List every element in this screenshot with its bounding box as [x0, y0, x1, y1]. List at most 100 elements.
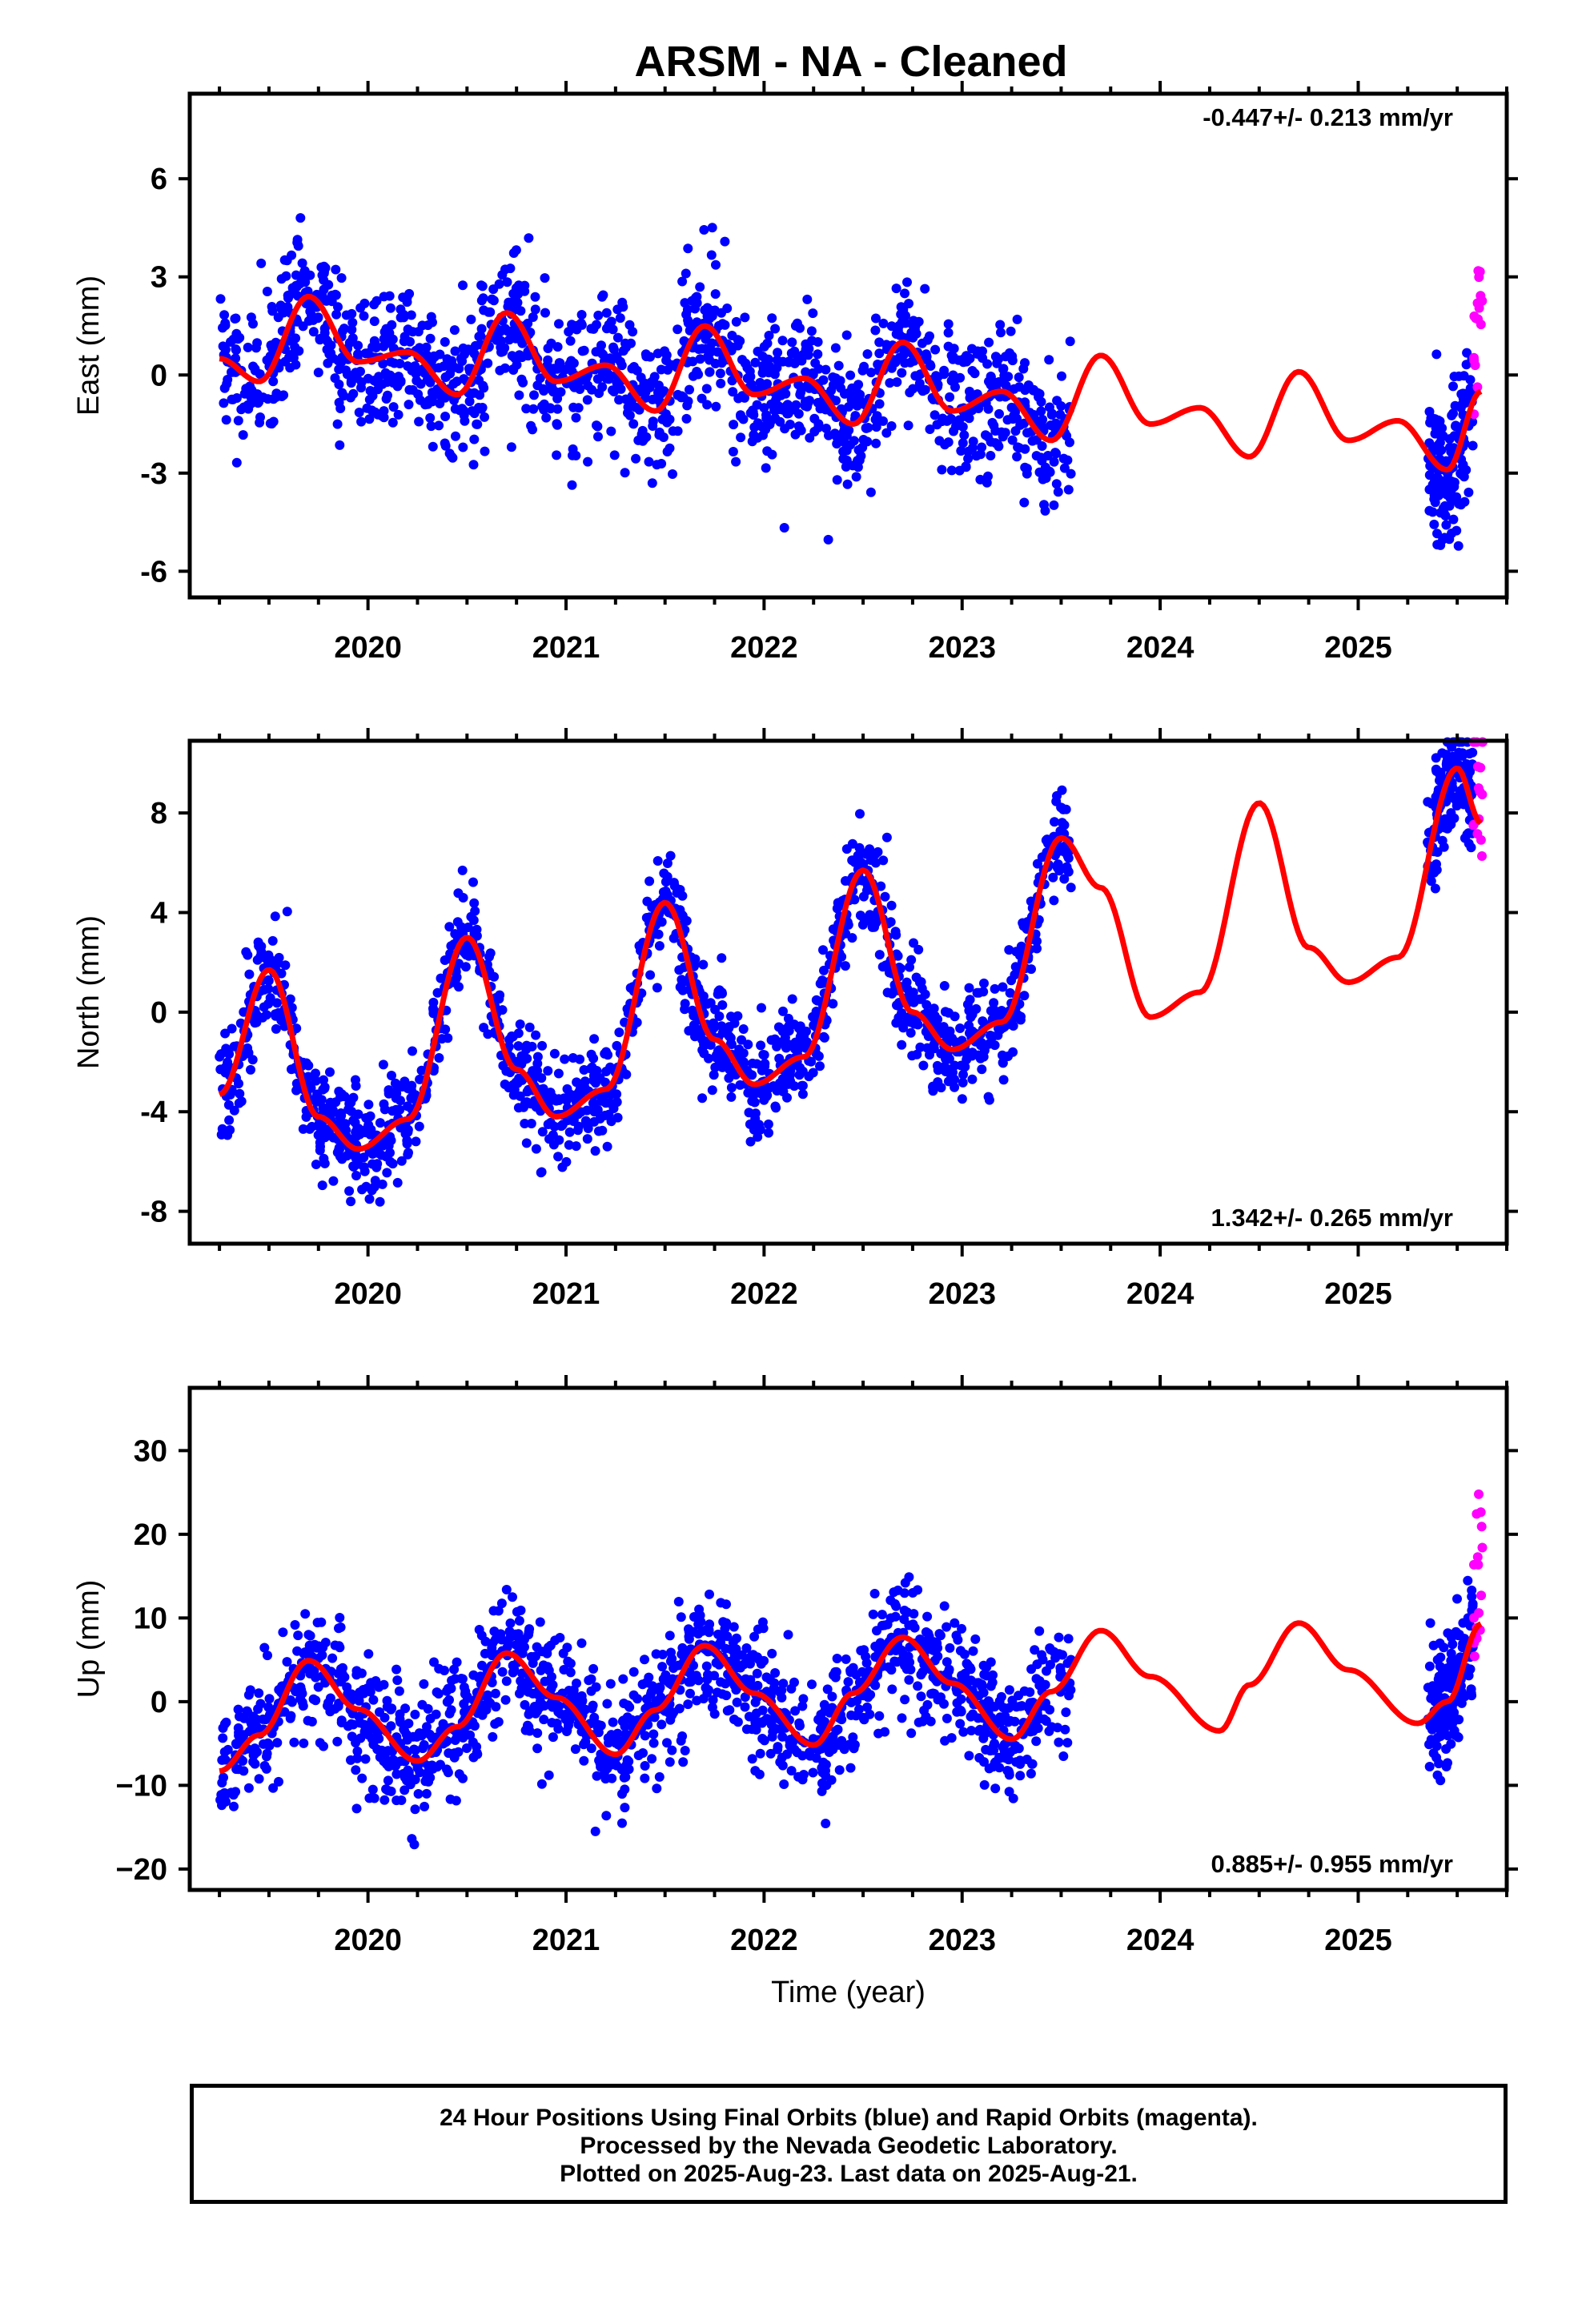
- data-point: [1019, 497, 1030, 508]
- data-point: [673, 324, 683, 335]
- data-point: [640, 387, 651, 397]
- data-point: [464, 396, 475, 407]
- data-point: [794, 422, 805, 432]
- data-point: [731, 1644, 741, 1655]
- data-point: [920, 283, 930, 294]
- plot-frame: [187, 91, 1509, 600]
- data-point: [870, 325, 881, 336]
- data-point: [457, 865, 468, 875]
- data-point: [413, 1789, 424, 1799]
- data-point: [789, 346, 800, 356]
- data-point: [1043, 451, 1053, 460]
- data-point: [573, 403, 584, 413]
- data-point: [858, 891, 869, 902]
- data-point: [299, 1738, 309, 1748]
- data-point: [592, 320, 601, 330]
- data-point: [817, 1786, 827, 1796]
- data-point: [831, 1726, 841, 1736]
- data-point: [620, 468, 630, 478]
- data-point: [692, 367, 702, 376]
- data-point: [783, 1039, 793, 1049]
- data-point: [420, 1776, 431, 1787]
- data-point: [926, 361, 936, 371]
- data-point: [542, 1648, 552, 1659]
- data-point: [1032, 936, 1042, 947]
- data-point: [677, 978, 688, 988]
- data-point: [665, 1630, 675, 1641]
- data-point: [738, 1024, 749, 1034]
- data-point: [472, 419, 482, 429]
- data-point: [492, 335, 502, 345]
- data-point: [428, 997, 439, 1007]
- data-point: [500, 1080, 510, 1089]
- data-point: [913, 1019, 923, 1030]
- data-point: [1437, 835, 1447, 846]
- data-point: [327, 1653, 338, 1663]
- data-point: [409, 1839, 420, 1850]
- data-point: [369, 1793, 379, 1803]
- data-point: [878, 855, 889, 866]
- data-point: [828, 380, 838, 390]
- data-point: [647, 478, 657, 489]
- data-point: [330, 1640, 340, 1651]
- data-point: [270, 911, 280, 922]
- data-point: [455, 405, 465, 416]
- data-point: [1006, 1715, 1016, 1726]
- data-point: [748, 1058, 757, 1068]
- data-point: [287, 283, 298, 293]
- data-point: [480, 1648, 490, 1659]
- data-point: [625, 395, 636, 405]
- data-point: [303, 1072, 313, 1082]
- data-point: [335, 440, 345, 450]
- data-point: [262, 1751, 271, 1762]
- data-point: [756, 1040, 766, 1051]
- data-point: [223, 375, 233, 384]
- data-point: [921, 999, 932, 1010]
- data-point: [605, 1679, 616, 1689]
- data-point: [1046, 1722, 1057, 1732]
- data-point: [612, 332, 623, 343]
- data-point: [943, 319, 954, 329]
- data-point: [336, 273, 347, 283]
- data-point: [1424, 505, 1435, 516]
- data-point: [500, 324, 510, 334]
- data-point: [1004, 1685, 1014, 1695]
- data-point: [904, 299, 913, 309]
- data-point: [1437, 748, 1447, 758]
- data-point: [1468, 440, 1478, 451]
- data-point: [246, 1064, 255, 1075]
- data-point: [861, 423, 871, 433]
- data-point: [280, 356, 291, 367]
- x-tick-label: 2020: [334, 631, 402, 665]
- data-point: [469, 348, 480, 359]
- data-point: [813, 349, 823, 360]
- data-point: [1461, 360, 1472, 370]
- data-point: [853, 456, 863, 466]
- data-point: [263, 975, 274, 985]
- data-point: [363, 373, 373, 384]
- data-point: [654, 1771, 665, 1782]
- data-point: [870, 858, 881, 868]
- data-point: [297, 258, 307, 268]
- data-point: [923, 1031, 934, 1041]
- data-point: [267, 343, 277, 353]
- data-point: [408, 385, 418, 395]
- data-point: [757, 1705, 768, 1715]
- data-point: [769, 1034, 780, 1044]
- data-point: [939, 1601, 950, 1611]
- data-point: [647, 1754, 657, 1764]
- data-point: [516, 336, 527, 347]
- data-point: [885, 1613, 896, 1623]
- data-point: [922, 1043, 933, 1053]
- data-point: [583, 380, 593, 391]
- data-point: [375, 1118, 385, 1128]
- data-point: [1456, 469, 1467, 480]
- data-point: [701, 1683, 711, 1693]
- data-point: [710, 359, 721, 368]
- data-point: [958, 1727, 969, 1737]
- data-point: [727, 376, 737, 386]
- data-point: [432, 987, 443, 998]
- data-point: [777, 336, 788, 346]
- data-point: [359, 1166, 370, 1176]
